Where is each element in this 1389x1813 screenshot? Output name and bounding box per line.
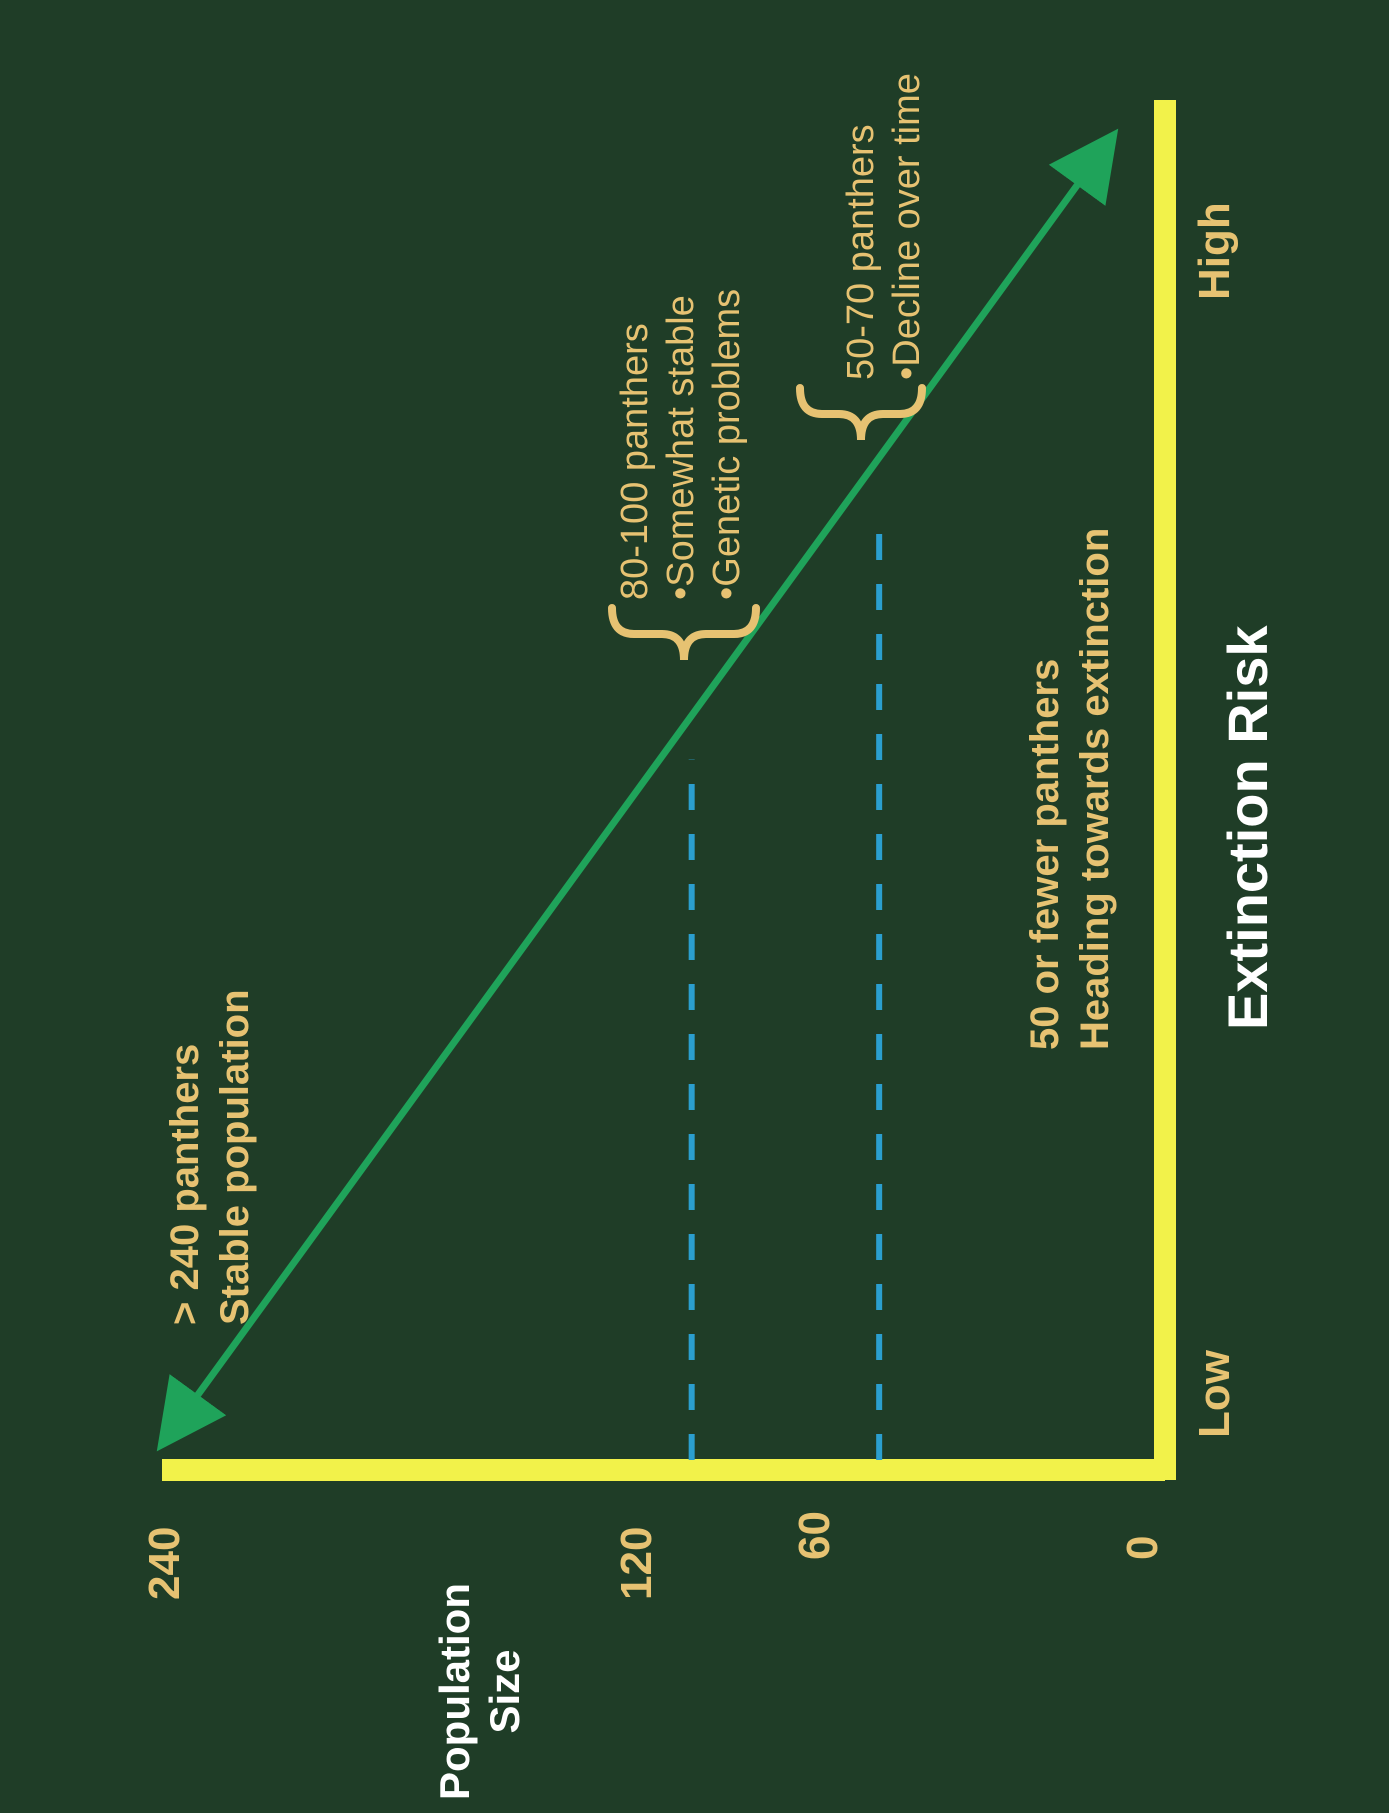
annotation-80-100-line-3: •Genetic problems: [706, 288, 748, 600]
annotation-80-100-line-2: •Somewhat stable: [660, 295, 702, 600]
y-tick-60: 60: [790, 1511, 839, 1560]
annotation-50-70-line-2: •Decline over time: [886, 73, 928, 380]
annotation-extinction-line-1: 50 or fewer panthers: [1023, 658, 1067, 1050]
annotation-80-100-line-1: 80-100 panthers: [614, 323, 656, 600]
y-tick-240: 240: [140, 1526, 189, 1600]
annotation-stable-line-2: Stable population: [213, 989, 257, 1325]
brace-80-100: [608, 604, 760, 661]
annotation-stable: > 240 panthers Stable population: [160, 989, 260, 1325]
y-axis-label-line-2: Size: [481, 1649, 528, 1734]
annotation-50-70: 50-70 panthers •Decline over time: [838, 73, 930, 380]
annotation-stable-line-1: > 240 panthers: [163, 1043, 207, 1325]
y-axis-label-line-1: Population: [431, 1583, 478, 1800]
trend-line: [156, 128, 1119, 1452]
y-axis-label: Population Size: [430, 1583, 530, 1800]
annotation-50-70-line-1: 50-70 panthers: [840, 124, 882, 380]
brace-50-70: [796, 384, 926, 441]
annotation-extinction: 50 or fewer panthers Heading towards ext…: [1020, 528, 1120, 1050]
y-tick-120: 120: [612, 1526, 661, 1600]
x-axis-title: Extinction Risk: [1216, 625, 1279, 1030]
annotation-extinction-line-2: Heading towards extinction: [1073, 527, 1117, 1050]
x-tick-low: Low: [1190, 1350, 1239, 1438]
annotation-80-100: 80-100 panthers •Somewhat stable •Geneti…: [612, 289, 750, 600]
x-tick-high: High: [1190, 202, 1239, 300]
y-tick-0: 0: [1118, 1535, 1167, 1560]
